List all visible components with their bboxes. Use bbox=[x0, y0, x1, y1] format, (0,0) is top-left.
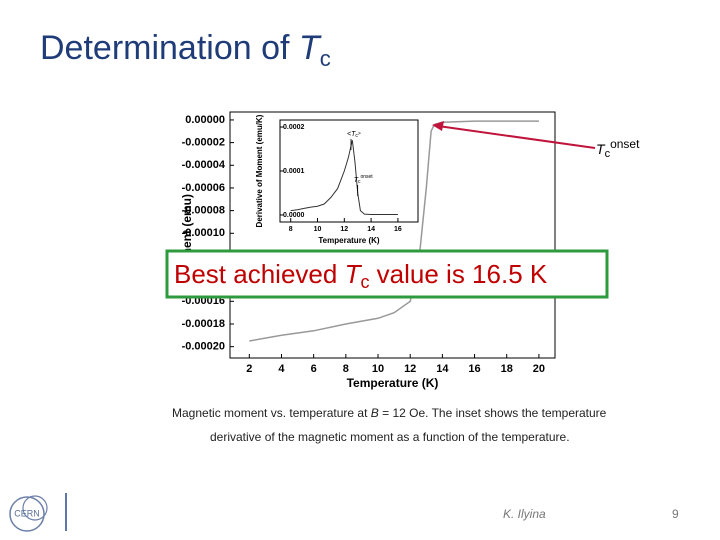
annotation-part: onset bbox=[360, 174, 373, 180]
onset-t: T bbox=[596, 141, 606, 157]
y-tick-label: -0.00010 bbox=[182, 227, 225, 239]
x-tick-label: 14 bbox=[367, 226, 375, 233]
highlight-box bbox=[165, 249, 609, 299]
annotation-part: T bbox=[354, 177, 359, 184]
x-tick-label: 14 bbox=[436, 363, 449, 375]
x-tick-label: 2 bbox=[246, 363, 252, 375]
title-symbol: T bbox=[299, 29, 322, 67]
x-tick-label: 10 bbox=[372, 363, 384, 375]
y-tick-label: -0.00002 bbox=[182, 137, 225, 149]
highlight-sub: c bbox=[360, 272, 369, 292]
y-tick-label: 0.00000 bbox=[185, 114, 225, 126]
logo: CERN bbox=[9, 493, 67, 532]
logo-text: CERN bbox=[14, 508, 40, 518]
caption-b: B bbox=[371, 406, 379, 420]
caption-line: derivative of the magnetic moment as a f… bbox=[210, 430, 570, 444]
logo-ring bbox=[9, 496, 45, 532]
x-tick-label: 6 bbox=[311, 363, 317, 375]
annotation-part: > bbox=[358, 131, 361, 137]
y-tick-label: -0.00008 bbox=[182, 205, 225, 217]
y-tick-label: -0.00018 bbox=[182, 318, 225, 330]
x-tick-label: 8 bbox=[289, 226, 293, 233]
inset-annotation: Tconset bbox=[354, 174, 374, 185]
slide-title: Determination of Tc bbox=[40, 29, 331, 71]
y-tick-label: -0.00004 bbox=[182, 159, 226, 171]
author: K. Ilyina bbox=[503, 507, 546, 521]
onset-sub: c bbox=[605, 148, 611, 160]
x-axis-label: Temperature (K) bbox=[347, 376, 439, 390]
x-tick-label: 8 bbox=[343, 363, 349, 375]
x-tick-label: 20 bbox=[533, 363, 545, 375]
figure: 2 4 6 8 10 12 14 16 18 20 0.00000 -0.00002 -0.00004 -… bbox=[180, 111, 556, 390]
arrow-head bbox=[432, 121, 444, 131]
caption-c: = 12 Oe. The inset shows the temperature bbox=[379, 406, 607, 420]
x-tick-label: 12 bbox=[404, 363, 416, 375]
plot-frame bbox=[279, 119, 419, 223]
logo-ring bbox=[22, 495, 48, 521]
x-tick-label: 12 bbox=[340, 226, 348, 233]
highlight-a: Best achieved bbox=[174, 259, 345, 289]
inset-annotation: <Tc> bbox=[347, 131, 361, 139]
x-tick-label: 16 bbox=[394, 226, 402, 233]
annotation-part: <T bbox=[347, 131, 356, 138]
highlight-b: value is 16.5 K bbox=[369, 259, 547, 289]
data-line bbox=[290, 140, 398, 215]
y-tick-label: -0.00020 bbox=[182, 341, 225, 353]
caption-a: Magnetic moment vs. temperature at bbox=[172, 406, 371, 420]
x-tick-label: 4 bbox=[278, 363, 285, 375]
highlight-t: T bbox=[345, 259, 363, 289]
y-tick-label: 0.0001 bbox=[283, 168, 305, 175]
onset-sup: onset bbox=[610, 137, 640, 151]
x-tick-label: 10 bbox=[314, 226, 322, 233]
annotation-part: c bbox=[358, 179, 361, 185]
title-text: Determination of bbox=[40, 29, 299, 67]
caption-line: Magnetic moment vs. temperature at B = 1… bbox=[172, 406, 607, 420]
annotation-part: c bbox=[355, 133, 358, 139]
x-tick-label: 18 bbox=[501, 363, 513, 375]
x-tick-label: 16 bbox=[468, 363, 480, 375]
onset-arrow bbox=[437, 125, 596, 149]
page-number: 9 bbox=[672, 507, 679, 521]
highlight-text: Best achieved Tc value is 16.5 K bbox=[174, 259, 548, 292]
y-tick-label: -0.00006 bbox=[182, 182, 225, 194]
y-tick-label: 0.0002 bbox=[283, 124, 305, 131]
y-tick-label: 0.0000 bbox=[283, 212, 305, 219]
y-axis-label: Derivative of Moment (emu/K) bbox=[255, 114, 264, 227]
x-axis-label: Temperature (K) bbox=[318, 236, 380, 245]
title-sub: c bbox=[320, 46, 331, 71]
onset-label: Tconset bbox=[596, 137, 640, 160]
